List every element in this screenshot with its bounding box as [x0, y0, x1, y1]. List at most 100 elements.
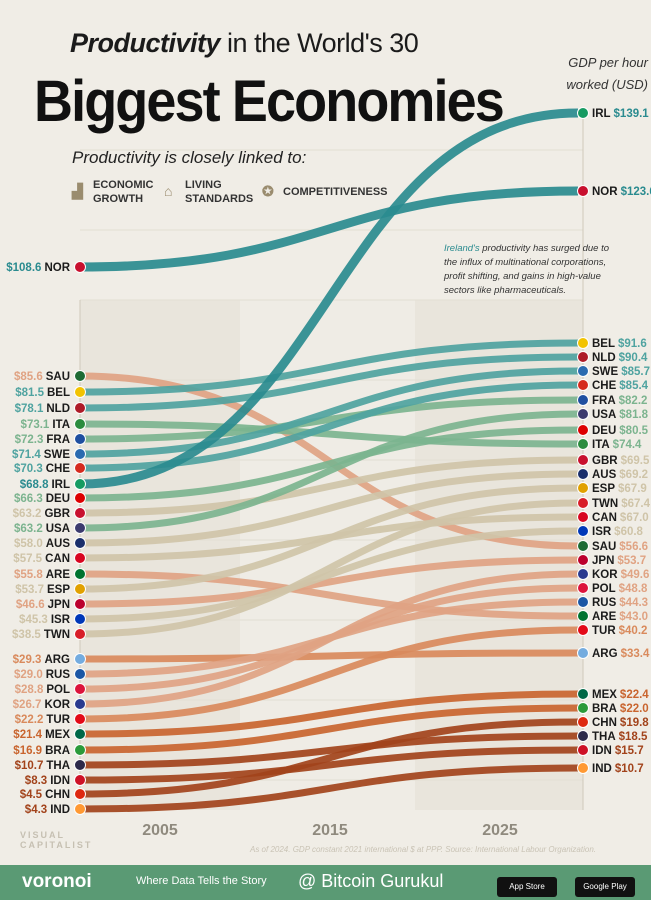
start-value: $53.7 — [15, 584, 44, 596]
end-value: $69.5 — [621, 455, 650, 467]
flag-icon-ind — [577, 762, 589, 774]
country-code: IND — [50, 804, 70, 816]
benefit-label: STANDARDS — [185, 193, 254, 205]
ireland-annotation: Ireland's productivity has surged due to… — [444, 242, 624, 298]
start-value: $10.7 — [15, 760, 44, 772]
end-value: $22.0 — [620, 703, 649, 715]
google-play-button[interactable]: Google Play — [575, 877, 635, 897]
right-label-esp: ESP $67.9 — [592, 483, 647, 495]
flag-icon-tur — [74, 713, 86, 725]
voronoi-logo[interactable]: voronoi — [22, 871, 92, 892]
right-label-sau: SAU $56.6 — [592, 541, 648, 553]
country-code: POL — [46, 684, 70, 696]
line-isr — [79, 527, 579, 623]
subtitle: Productivity is closely linked to: — [72, 148, 307, 167]
line-idn — [79, 746, 579, 784]
country-code: BEL — [47, 387, 70, 399]
flag-icon-idn — [74, 774, 86, 786]
end-value: $56.6 — [619, 541, 648, 553]
flag-icon-sau — [577, 540, 589, 552]
start-value: $55.8 — [14, 569, 43, 581]
unit-line: GDP per hour — [568, 55, 648, 70]
left-label-sau: $85.6 SAU — [14, 371, 70, 383]
country-code: IRL — [51, 479, 70, 491]
line-nld — [79, 353, 579, 412]
left-label-ita: $73.1 ITA — [21, 419, 70, 431]
flag-icon-nor — [74, 261, 86, 273]
line-arg — [79, 649, 579, 663]
end-value: $48.8 — [619, 583, 648, 595]
right-label-kor: KOR $49.6 — [592, 569, 649, 581]
left-label-nor: $108.6 NOR — [6, 262, 70, 274]
line-bra — [79, 704, 579, 754]
country-code: ARG — [44, 654, 70, 666]
flag-icon-chn — [74, 788, 86, 800]
start-value: $68.8 — [20, 479, 49, 491]
title-main: Biggest Economies — [34, 69, 505, 134]
start-value: $57.5 — [13, 553, 42, 565]
flag-icon-isr — [577, 525, 589, 537]
logo-text: CAPITALIST — [20, 840, 93, 850]
flag-icon-fra — [577, 394, 589, 406]
country-code: AUS — [592, 469, 617, 481]
flag-icon-sau — [74, 370, 86, 382]
line-jpn — [79, 556, 579, 608]
flag-icon-rus — [74, 668, 86, 680]
country-code: ARG — [592, 648, 618, 660]
country-code: DEU — [46, 493, 70, 505]
start-value: $38.5 — [12, 629, 41, 641]
right-label-can: CAN $67.0 — [592, 512, 649, 524]
country-code: POL — [592, 583, 616, 595]
line-swe — [79, 367, 579, 458]
country-code: ITA — [52, 419, 70, 431]
country-code: THA — [592, 731, 616, 743]
line-ind — [79, 764, 579, 813]
country-code: SAU — [592, 541, 616, 553]
end-value: $22.4 — [620, 689, 649, 701]
right-label-nor: NOR$123.6 — [592, 186, 651, 198]
footer-bar: voronoi Where Data Tells the Story @ Bit… — [0, 865, 651, 900]
start-value: $58.0 — [14, 538, 43, 550]
flag-icon-nld — [74, 402, 86, 414]
line-tur — [79, 626, 579, 723]
line-bel — [79, 339, 579, 396]
right-label-isr: ISR $60.8 — [592, 526, 644, 538]
country-code: AUS — [46, 538, 71, 550]
right-label-aus: AUS $69.2 — [592, 469, 648, 481]
benefit-label: LIVING — [185, 179, 222, 191]
country-code: RUS — [46, 669, 71, 681]
end-value: $43.0 — [619, 611, 648, 623]
line-usa — [79, 410, 579, 532]
start-value: $28.8 — [15, 684, 44, 696]
right-label-twn: TWN $67.4 — [592, 498, 651, 510]
left-label-nld: $78.1 NLD — [15, 403, 70, 415]
country-code: IDN — [50, 775, 70, 787]
country-code: DEU — [592, 425, 616, 437]
app-store-button[interactable]: App Store — [497, 877, 557, 897]
left-label-arg: $29.3 ARG — [13, 654, 70, 666]
start-value: $70.3 — [14, 463, 43, 475]
line-ita — [79, 420, 579, 448]
end-value: $49.6 — [621, 569, 650, 581]
right-label-fra: FRA $82.2 — [592, 395, 647, 407]
flag-icon-jpn — [577, 554, 589, 566]
flag-icon-bra — [74, 744, 86, 756]
flag-icon-arg — [74, 653, 86, 665]
right-label-che: CHE $85.4 — [592, 380, 649, 392]
country-code: NOR — [44, 262, 70, 274]
line-irl — [79, 108, 579, 489]
flag-icon-che — [74, 462, 86, 474]
x-tick-label: 2015 — [312, 822, 348, 839]
country-code: CHN — [45, 789, 70, 801]
flag-icon-bel — [577, 337, 589, 349]
left-label-esp: $53.7 ESP — [15, 584, 70, 596]
left-label-usa: $63.2 USA — [14, 523, 70, 535]
left-label-gbr: $63.2 GBR — [13, 508, 71, 520]
end-value: $85.7 — [621, 366, 650, 378]
flag-icon-bel — [74, 386, 86, 398]
country-code: BEL — [592, 338, 615, 350]
start-value: $4.5 — [20, 789, 43, 801]
unit-label: GDP per hour worked (USD) — [548, 52, 648, 96]
start-value: $45.3 — [19, 614, 48, 626]
flag-icon-usa — [74, 522, 86, 534]
